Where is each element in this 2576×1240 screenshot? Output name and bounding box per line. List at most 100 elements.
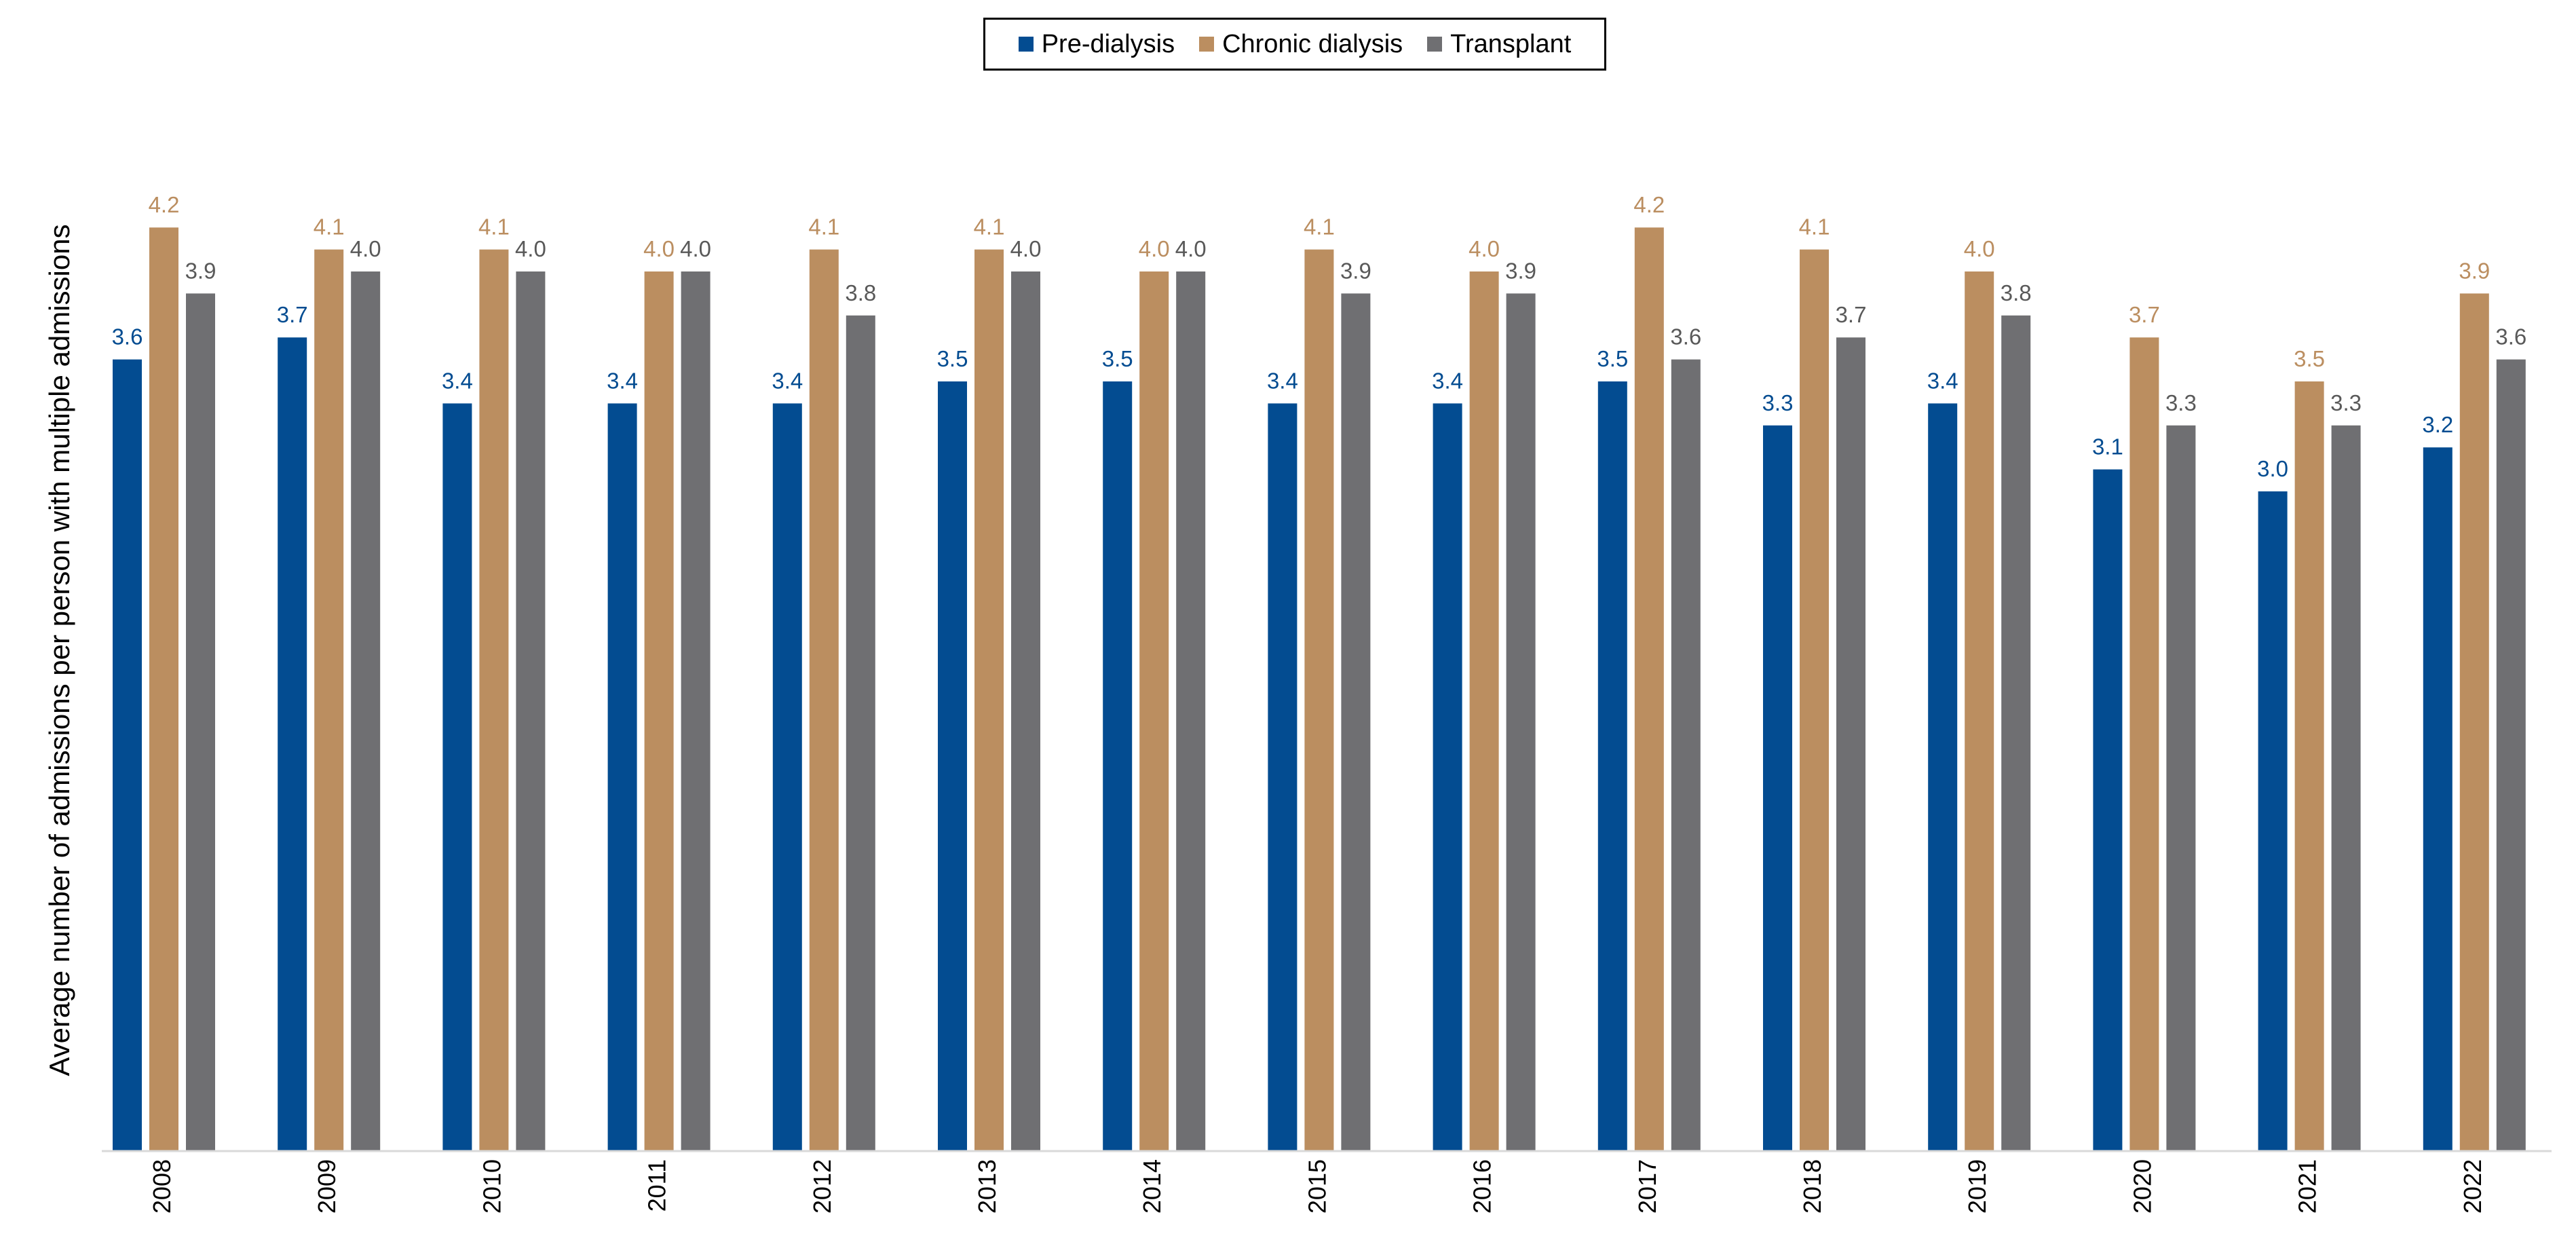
- bar-chronic-dialysis-2010: [479, 249, 509, 1152]
- data-label-chronic-dialysis-2009: 4.1: [314, 214, 345, 240]
- legend-label-chronic-dialysis: Chronic dialysis: [1222, 29, 1403, 58]
- data-label-chronic-dialysis-2013: 4.1: [974, 214, 1005, 240]
- x-tick-label-2020: 2020: [2128, 1159, 2156, 1214]
- bar-transplant-2013: [1011, 271, 1040, 1151]
- legend: Pre-dialysis Chronic dialysis Transplant: [983, 18, 1606, 71]
- bar-pre-dialysis-2009: [278, 337, 307, 1152]
- bar-pre-dialysis-2008: [113, 359, 142, 1151]
- data-label-pre-dialysis-2014: 3.5: [1102, 346, 1133, 371]
- bars-layer: [113, 227, 2526, 1152]
- bar-pre-dialysis-2019: [1928, 403, 1958, 1151]
- bar-pre-dialysis-2022: [2423, 447, 2452, 1152]
- data-label-chronic-dialysis-2015: 4.1: [1304, 214, 1335, 240]
- data-label-chronic-dialysis-2018: 4.1: [1799, 214, 1830, 240]
- data-label-chronic-dialysis-2012: 4.1: [808, 214, 839, 240]
- x-tick-label-2016: 2016: [1469, 1159, 1496, 1214]
- bar-chronic-dialysis-2020: [2129, 337, 2159, 1152]
- bar-chronic-dialysis-2015: [1304, 249, 1334, 1152]
- x-tick-label-2014: 2014: [1138, 1159, 1166, 1214]
- x-tick-label-2013: 2013: [973, 1159, 1001, 1214]
- bar-pre-dialysis-2011: [607, 403, 637, 1151]
- bar-pre-dialysis-2014: [1103, 381, 1133, 1151]
- data-label-chronic-dialysis-2020: 3.7: [2129, 302, 2160, 327]
- legend-item-pre-dialysis: Pre-dialysis: [1018, 29, 1175, 59]
- x-tick-label-2011: 2011: [643, 1159, 671, 1211]
- data-label-transplant-2022: 3.6: [2495, 324, 2526, 350]
- data-label-pre-dialysis-2012: 3.4: [772, 368, 803, 393]
- data-label-pre-dialysis-2010: 3.4: [442, 368, 473, 393]
- legend-swatch-transplant: [1427, 37, 1443, 52]
- bar-transplant-2022: [2496, 359, 2526, 1151]
- data-label-chronic-dialysis-2017: 4.2: [1633, 192, 1665, 217]
- bar-pre-dialysis-2021: [2258, 491, 2288, 1151]
- x-tick-label-2012: 2012: [808, 1159, 836, 1214]
- data-label-transplant-2021: 3.3: [2330, 390, 2362, 415]
- bar-transplant-2020: [2166, 425, 2196, 1151]
- data-label-transplant-2016: 3.9: [1505, 258, 1536, 283]
- x-tick-label-2021: 2021: [2294, 1159, 2322, 1214]
- data-label-transplant-2012: 3.8: [845, 280, 876, 305]
- bar-pre-dialysis-2013: [938, 381, 967, 1151]
- data-label-transplant-2017: 3.6: [1670, 324, 1701, 350]
- bar-chronic-dialysis-2017: [1634, 227, 1664, 1152]
- x-tick-label-2015: 2015: [1303, 1159, 1331, 1214]
- data-label-transplant-2008: 3.9: [185, 258, 216, 283]
- bar-pre-dialysis-2010: [442, 403, 472, 1151]
- bar-pre-dialysis-2020: [2093, 469, 2123, 1151]
- bar-transplant-2011: [681, 271, 711, 1151]
- bar-pre-dialysis-2017: [1597, 381, 1627, 1151]
- data-label-pre-dialysis-2015: 3.4: [1267, 368, 1298, 393]
- data-label-chronic-dialysis-2019: 4.0: [1964, 236, 1995, 261]
- x-tick-label-2017: 2017: [1633, 1159, 1661, 1214]
- x-tick-label-2009: 2009: [313, 1159, 341, 1214]
- data-label-pre-dialysis-2008: 3.6: [112, 324, 143, 350]
- data-label-pre-dialysis-2009: 3.7: [277, 302, 308, 327]
- bar-transplant-2016: [1506, 293, 1536, 1151]
- bar-chronic-dialysis-2018: [1800, 249, 1829, 1152]
- data-label-pre-dialysis-2018: 3.3: [1762, 390, 1794, 415]
- bar-pre-dialysis-2016: [1433, 403, 1462, 1151]
- data-label-pre-dialysis-2017: 3.5: [1597, 346, 1628, 371]
- data-label-chronic-dialysis-2008: 4.2: [149, 192, 180, 217]
- data-label-chronic-dialysis-2016: 4.0: [1469, 236, 1500, 261]
- legend-label-pre-dialysis: Pre-dialysis: [1041, 29, 1175, 58]
- data-label-chronic-dialysis-2021: 3.5: [2294, 346, 2325, 371]
- bar-transplant-2019: [2001, 315, 2031, 1151]
- x-tick-label-2010: 2010: [478, 1159, 506, 1214]
- data-label-pre-dialysis-2019: 3.4: [1927, 368, 1958, 393]
- x-tick-label-2018: 2018: [1798, 1159, 1826, 1214]
- data-label-transplant-2020: 3.3: [2165, 390, 2197, 415]
- bar-transplant-2015: [1341, 293, 1371, 1151]
- bar-pre-dialysis-2018: [1763, 425, 1792, 1151]
- bar-pre-dialysis-2012: [772, 403, 802, 1151]
- bar-chronic-dialysis-2021: [2294, 381, 2324, 1151]
- x-tick-label-2019: 2019: [1963, 1159, 1991, 1214]
- data-label-pre-dialysis-2021: 3.0: [2257, 456, 2288, 481]
- data-label-pre-dialysis-2016: 3.4: [1432, 368, 1463, 393]
- data-label-chronic-dialysis-2022: 3.9: [2459, 258, 2490, 283]
- bar-transplant-2018: [1836, 337, 1865, 1152]
- legend-label-transplant: Transplant: [1450, 29, 1572, 58]
- bar-transplant-2017: [1671, 359, 1701, 1151]
- legend-item-transplant: Transplant: [1427, 30, 1571, 59]
- x-tick-label-2022: 2022: [2459, 1159, 2486, 1214]
- data-label-transplant-2015: 3.9: [1340, 258, 1371, 283]
- bar-chronic-dialysis-2009: [314, 249, 344, 1152]
- data-label-transplant-2009: 4.0: [350, 236, 381, 261]
- bar-transplant-2009: [351, 271, 381, 1151]
- data-label-transplant-2018: 3.7: [1836, 302, 1867, 327]
- data-label-transplant-2013: 4.0: [1010, 236, 1042, 261]
- bar-transplant-2021: [2331, 425, 2361, 1151]
- x-tick-labels: 2008 2009 2010 2011 2012 2013 2014 2015 2016 2017…: [148, 1159, 2486, 1214]
- bar-transplant-2010: [516, 271, 546, 1151]
- bar-chronic-dialysis-2008: [149, 227, 178, 1152]
- bar-chronic-dialysis-2019: [1965, 271, 1994, 1151]
- bar-transplant-2014: [1176, 271, 1206, 1151]
- bar-chronic-dialysis-2012: [809, 249, 839, 1152]
- legend-swatch-chronic-dialysis: [1199, 37, 1215, 52]
- bar-transplant-2008: [186, 293, 215, 1151]
- data-label-pre-dialysis-2013: 3.5: [937, 346, 968, 371]
- bar-chronic-dialysis-2013: [974, 249, 1004, 1152]
- data-label-chronic-dialysis-2010: 4.1: [478, 214, 510, 240]
